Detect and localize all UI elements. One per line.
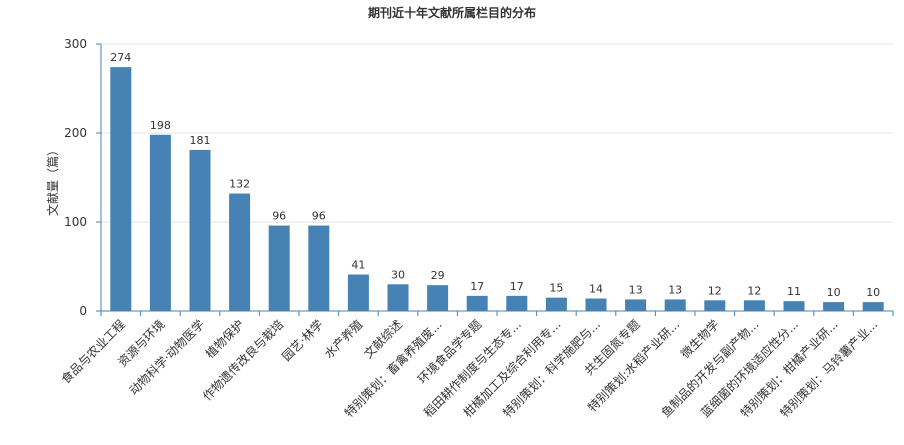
data-label: 11 bbox=[787, 285, 801, 298]
data-label: 10 bbox=[866, 286, 880, 299]
bar[interactable] bbox=[189, 149, 211, 311]
bar[interactable] bbox=[823, 302, 845, 311]
y-tick-label: 0 bbox=[79, 304, 87, 318]
grid-lines bbox=[101, 43, 893, 223]
bar[interactable] bbox=[506, 295, 528, 311]
bar[interactable] bbox=[585, 298, 607, 311]
y-tick-label: 100 bbox=[64, 215, 87, 229]
data-label: 274 bbox=[110, 51, 131, 64]
bar[interactable] bbox=[229, 193, 251, 311]
x-tick-label: 水产养殖 bbox=[321, 317, 366, 362]
data-label: 14 bbox=[589, 283, 603, 296]
data-label: 29 bbox=[431, 269, 445, 282]
y-axis-label: 文献量（篇） bbox=[45, 144, 60, 216]
x-tick-label: 食品与农业工程 bbox=[58, 317, 128, 387]
bar[interactable] bbox=[545, 297, 567, 311]
data-label: 181 bbox=[190, 134, 211, 147]
data-label: 41 bbox=[351, 259, 365, 272]
bar[interactable] bbox=[308, 225, 330, 311]
data-label: 17 bbox=[470, 280, 484, 293]
bar[interactable] bbox=[466, 295, 488, 311]
y-tick-label: 200 bbox=[64, 126, 87, 140]
data-label: 15 bbox=[549, 282, 563, 295]
x-tick-label: 动物科学·动物医学 bbox=[126, 317, 207, 398]
data-label: 96 bbox=[312, 210, 326, 223]
data-label: 10 bbox=[827, 286, 841, 299]
bar[interactable] bbox=[704, 300, 726, 311]
bar[interactable] bbox=[110, 67, 132, 311]
data-label: 96 bbox=[272, 210, 286, 223]
bar[interactable] bbox=[625, 299, 647, 311]
data-labels: 274 198 181 132 96 96 41 30 29 17 17 15 14 13 13 12 12 11… bbox=[110, 51, 880, 299]
bar[interactable] bbox=[743, 300, 765, 311]
bar[interactable] bbox=[149, 134, 171, 311]
data-label: 13 bbox=[629, 283, 643, 296]
bar[interactable] bbox=[862, 302, 884, 311]
bar[interactable] bbox=[427, 285, 449, 311]
data-label: 12 bbox=[708, 284, 722, 297]
data-label: 30 bbox=[391, 268, 405, 281]
bar[interactable] bbox=[664, 299, 686, 311]
data-label: 132 bbox=[229, 178, 250, 191]
data-label: 13 bbox=[668, 283, 682, 296]
tick-labels: 0100200300食品与农业工程资源与环境动物科学·动物医学植物保护作物遗传改… bbox=[58, 37, 880, 420]
bar[interactable] bbox=[347, 274, 369, 311]
data-label: 198 bbox=[150, 119, 171, 132]
bar[interactable] bbox=[387, 284, 409, 311]
data-label: 12 bbox=[747, 284, 761, 297]
bar[interactable] bbox=[783, 301, 805, 311]
bar[interactable] bbox=[268, 225, 290, 311]
y-tick-label: 300 bbox=[64, 37, 87, 51]
axes bbox=[96, 43, 894, 316]
chart-title: 期刊近十年文献所属栏目的分布 bbox=[368, 5, 536, 20]
bars bbox=[110, 67, 884, 311]
data-label: 17 bbox=[510, 280, 524, 293]
x-tick-label: 园艺·林学 bbox=[279, 317, 326, 364]
